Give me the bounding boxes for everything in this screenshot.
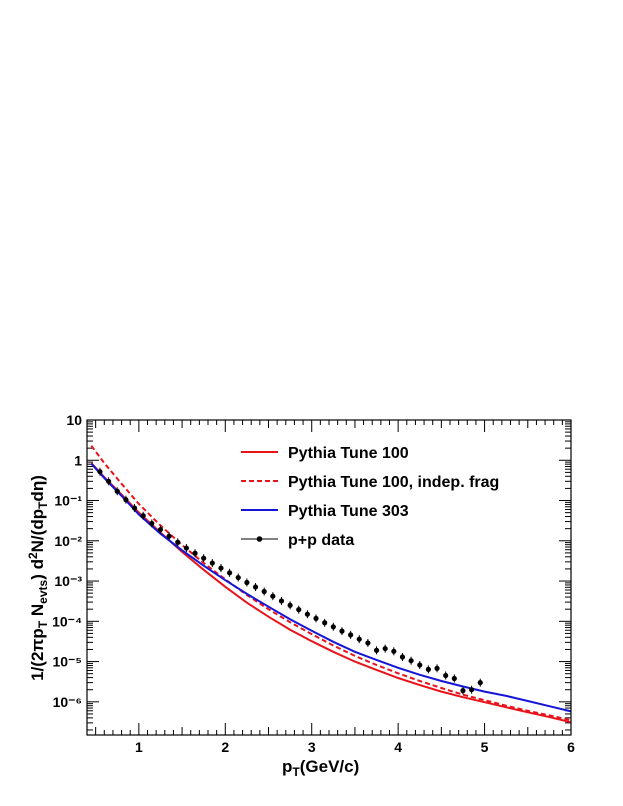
data-point	[140, 513, 146, 519]
y-tick-label: 10⁻²	[54, 533, 82, 549]
y-tick-label: 10	[66, 412, 82, 428]
data-point	[356, 636, 362, 642]
data-point	[443, 672, 449, 679]
y-tick-label: 10⁻⁵	[52, 654, 82, 670]
legend-label-2: Pythia Tune 100, indep. frag	[288, 474, 499, 491]
data-point	[149, 520, 155, 527]
data-point	[252, 584, 259, 590]
data-point	[391, 648, 397, 654]
data-point	[261, 588, 267, 595]
data-point	[460, 688, 466, 694]
data-point	[227, 570, 233, 576]
ticks-layer	[86, 419, 572, 735]
y-axis-title: 1/(2πpT Nevts) d2N/(dpTdη)	[26, 475, 50, 681]
x-axis-title: pT(GeV/c)	[282, 757, 359, 779]
x-tick-label: 5	[481, 739, 489, 755]
plot-frame	[86, 419, 572, 736]
data-point	[287, 602, 293, 608]
y-tick-label: 10⁻¹	[54, 493, 82, 509]
y-tick-label: 10⁻⁴	[52, 613, 82, 629]
data-point	[97, 469, 103, 475]
data-point	[451, 675, 457, 682]
x-tick-label: 1	[135, 739, 143, 755]
series-layer	[90, 445, 572, 724]
series-line-2	[90, 445, 572, 722]
data-point	[417, 662, 423, 668]
data-point	[477, 680, 483, 686]
data-point	[175, 539, 181, 545]
data-point	[382, 645, 388, 652]
data-point	[399, 654, 406, 660]
data-point	[365, 640, 371, 646]
data-point	[469, 687, 475, 693]
legend-label-3: Pythia Tune 303	[288, 503, 409, 520]
data-point	[313, 615, 319, 622]
y-tick-label: 10⁻⁶	[53, 694, 82, 710]
data-point	[209, 560, 215, 566]
legend: Pythia Tune 100 Pythia Tune 100, indep. f…	[241, 445, 499, 549]
data-point	[201, 555, 207, 561]
x-tick-label: 4	[394, 739, 402, 755]
data-point	[270, 593, 276, 599]
data-point	[218, 565, 224, 571]
data-point	[322, 620, 328, 626]
data-point	[348, 632, 354, 638]
data-point	[425, 666, 431, 672]
data-point	[106, 478, 112, 484]
data-point	[123, 497, 129, 503]
data-point	[304, 611, 310, 617]
data-point	[373, 647, 380, 653]
data-point	[434, 665, 440, 671]
data-point	[278, 598, 285, 604]
data-point	[296, 607, 302, 613]
x-tick-label: 6	[567, 739, 575, 755]
data-point	[408, 658, 414, 664]
data-point	[339, 628, 345, 634]
legend-label-4: p+p data	[288, 532, 354, 549]
x-tick-label: 2	[221, 739, 229, 755]
data-point	[183, 545, 189, 551]
tick-labels: 1 2 3 4 5 6 10 1 10⁻¹ 10⁻² 10⁻³ 10⁻⁴ 10⁻⁵ 10⁻⁶	[52, 412, 575, 755]
data-point	[244, 579, 250, 586]
data-point	[157, 526, 164, 533]
data-point	[235, 574, 241, 581]
data-point	[166, 533, 172, 539]
data-point	[114, 488, 120, 494]
data-point	[192, 550, 198, 556]
series-line-3	[90, 463, 572, 713]
data-point	[131, 505, 138, 511]
legend-label-1: Pythia Tune 100	[288, 445, 409, 462]
series-line-1	[90, 462, 572, 724]
y-tick-label: 1	[74, 452, 82, 468]
legend-marker	[256, 536, 263, 542]
x-tick-label: 3	[308, 739, 316, 755]
data-point	[330, 624, 336, 630]
y-tick-label: 10⁻³	[54, 573, 82, 589]
